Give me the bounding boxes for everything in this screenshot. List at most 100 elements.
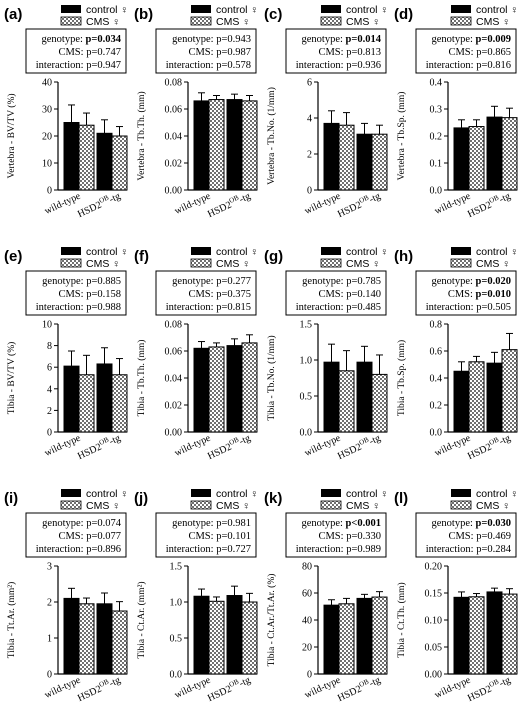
stat-interaction-value: p=0.989 (346, 544, 381, 555)
y-axis-label: Tibia - Ct.Th. (mm) (396, 582, 407, 657)
y-tick-label: 2 (307, 150, 312, 161)
legend-swatch-control (61, 5, 81, 13)
stat-genotype: genotype: p=0.009 (432, 34, 511, 45)
x-tick-label-hsd2-tg: HSD2OB-tg (335, 431, 382, 462)
legend-label-cms: CMS ♀ (476, 258, 510, 270)
legend-swatch-cms (190, 500, 212, 510)
stats-box (285, 28, 387, 74)
stats-box (25, 28, 127, 74)
y-tick-label: 0.04 (165, 374, 183, 385)
y-axis-label: Tibia - Tb.Sp. (mm) (396, 340, 407, 416)
y-tick-label: 0.10 (425, 616, 443, 627)
stats-box (25, 270, 127, 316)
bar-cms-hsd2-tg (371, 133, 388, 191)
bar-control-hsd2-tg (356, 133, 373, 191)
stat-interaction-label: interaction: (426, 544, 476, 555)
stat-cms-label: CMS: (58, 289, 86, 300)
x-tick-label-part: -tg (368, 191, 383, 206)
x-tick-label-part: -tg (238, 191, 253, 206)
legend-label-cms: CMS ♀ (476, 500, 510, 512)
stat-genotype: genotype: p=0.034 (42, 34, 122, 45)
legend-label-control: control ♀ (86, 246, 128, 258)
stats-box (415, 270, 517, 316)
legend-label-control: control ♀ (476, 4, 518, 16)
panel-label: (h) (394, 248, 413, 265)
x-tick-label-hsd2-tg: HSD2OB-tg (465, 431, 512, 462)
bar-cms-hsd2-tg (501, 117, 518, 191)
bar-control-hsd2-tg (486, 591, 503, 675)
x-tick-label-hsd2-tg: HSD2OB-tg (465, 189, 512, 220)
stat-interaction-value: p=0.727 (216, 544, 251, 555)
legend-swatch-cms (450, 500, 472, 510)
legend-swatch-cms (190, 16, 212, 26)
legend-swatch-control (321, 5, 341, 13)
x-tick-label-part: -tg (108, 433, 123, 448)
y-tick-label: 4 (307, 114, 312, 125)
legend-swatch-cms (60, 16, 82, 26)
panel-label: (i) (4, 490, 18, 507)
stat-interaction-label: interaction: (426, 302, 476, 313)
x-tick-label-part: -tg (368, 675, 383, 690)
bar-control-hsd2-tg (96, 603, 113, 675)
stat-cms-label: CMS: (188, 289, 216, 300)
bar-cms-hsd2-tg (241, 601, 258, 675)
stat-genotype: genotype: p=0.943 (172, 34, 251, 45)
stat-genotype-label: genotype: (302, 276, 346, 287)
legend-label-control: control ♀ (86, 488, 128, 500)
stat-genotype-value: p=0.981 (216, 518, 251, 529)
stat-interaction: interaction: p=0.284 (426, 544, 512, 555)
bar-cms-hsd2-tg (111, 374, 128, 433)
stats-box (415, 28, 517, 74)
bar-cms-wild-type (78, 374, 95, 433)
legend-label-cms: CMS ♀ (86, 258, 120, 270)
stat-genotype-value: p=0.785 (346, 276, 381, 287)
stat-genotype-value: p=0.885 (86, 276, 121, 287)
y-tick-label: 0.5 (170, 634, 183, 645)
stat-genotype-value: p=0.943 (216, 34, 251, 45)
y-axis-label: Tibia - Ct.Ar. (mm²) (136, 581, 147, 658)
bar-control-hsd2-tg (226, 99, 243, 191)
stat-cms-value: p=0.987 (216, 47, 251, 58)
legend-label-cms: CMS ♀ (86, 500, 120, 512)
y-tick-label: 0 (307, 670, 312, 681)
y-tick-label: 20 (302, 643, 312, 654)
x-tick-label-superscript: OB (358, 435, 370, 446)
stat-genotype-value: p=0.277 (216, 276, 251, 287)
stat-interaction-label: interaction: (426, 60, 476, 71)
y-tick-label: 0.0 (170, 670, 183, 681)
stat-cms-label: CMS: (58, 47, 86, 58)
bar-cms-hsd2-tg (241, 342, 258, 433)
bar-control-hsd2-tg (96, 132, 113, 191)
x-tick-label-hsd2-tg: HSD2OB-tg (335, 673, 382, 704)
stat-genotype: genotype: p=0.074 (42, 518, 122, 529)
stat-cms-value: p=0.747 (86, 47, 121, 58)
y-tick-label: 1.0 (300, 356, 313, 367)
stat-interaction-label: interaction: (36, 544, 86, 555)
stat-interaction-label: interaction: (36, 302, 86, 313)
x-tick-label-hsd2-tg: HSD2OB-tg (465, 673, 512, 704)
stat-genotype: genotype: p=0.785 (302, 276, 381, 287)
y-tick-label: 0 (307, 186, 312, 197)
panel-label: (c) (264, 6, 282, 23)
bar-control-wild-type (323, 604, 340, 675)
stat-cms: CMS: p=0.077 (58, 531, 121, 542)
y-tick-label: 3 (47, 562, 52, 573)
stat-interaction-value: p=0.485 (346, 302, 381, 313)
stat-cms: CMS: p=0.375 (188, 289, 251, 300)
legend-swatch-cms (60, 500, 82, 510)
legend-label-cms: CMS ♀ (86, 16, 120, 28)
stat-cms: CMS: p=0.140 (318, 289, 381, 300)
stat-genotype-label: genotype: (42, 518, 86, 529)
y-tick-label: 2 (47, 406, 52, 417)
stat-interaction-value: p=0.947 (86, 60, 121, 71)
y-tick-label: 2 (47, 598, 52, 609)
bar-control-hsd2-tg (356, 361, 373, 433)
legend-label-control: control ♀ (216, 4, 258, 16)
legend-swatch-cms (320, 258, 342, 268)
stat-interaction-value: p=0.815 (216, 302, 251, 313)
